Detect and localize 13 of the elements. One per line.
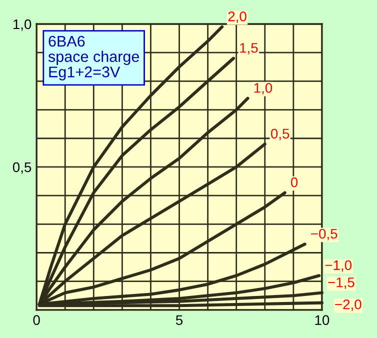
annotation: 6BA6 space charge Eg1+2=3V [48, 36, 140, 80]
series-label: 0 [290, 177, 298, 188]
series-label: 2,0 [228, 12, 246, 23]
series-label: −1,5 [328, 278, 354, 289]
x-tick-label: 0 [33, 315, 40, 326]
series-label: 0,5 [270, 128, 290, 140]
series-label: −2,0 [335, 299, 362, 311]
series-label: 1,5 [240, 43, 258, 54]
series-label: 1,0 [254, 82, 272, 94]
x-tick-label: 5 [176, 315, 183, 326]
x-tick-label: 10 [315, 315, 330, 326]
series-label: −0,5 [311, 228, 338, 240]
series-label: −1,0 [325, 260, 352, 272]
